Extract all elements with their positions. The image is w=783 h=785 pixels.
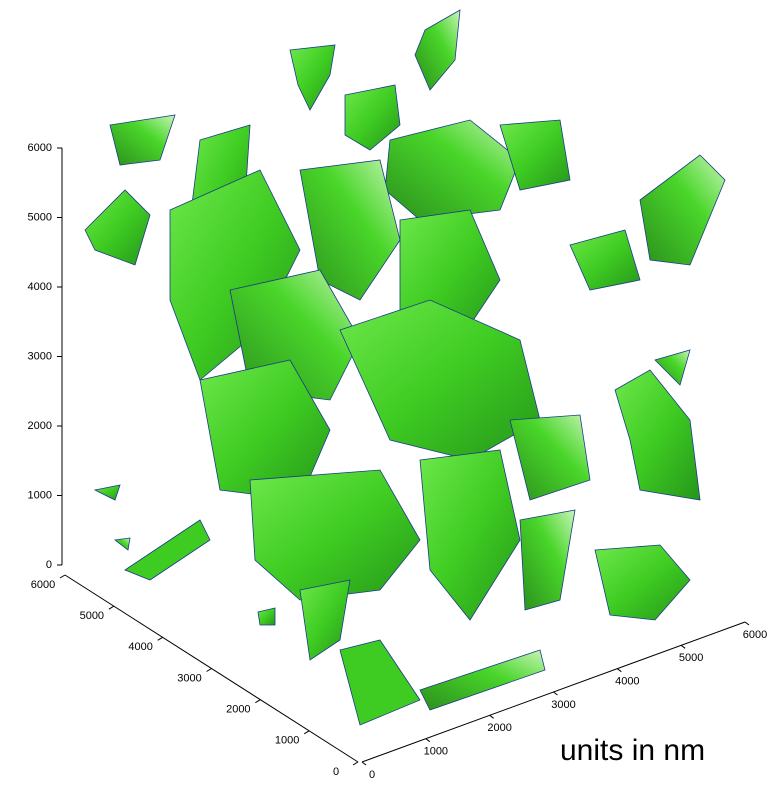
z-tick-label: 6000 [28,142,52,154]
x-tick-label: 6000 [743,629,767,641]
x-tick-label: 4000 [615,676,639,688]
y-tick-label: 1000 [275,735,299,747]
x-tick-label: 1000 [424,746,448,758]
z-tick-label: 2000 [28,420,52,432]
x-tick [362,762,366,765]
z-tick-label: 0 [46,559,52,571]
x-tick-label: 5000 [679,652,703,664]
x-tick-label: 0 [369,769,375,781]
y-tick [353,762,358,765]
annotation: units in nm [560,734,705,767]
x-tick-label: 2000 [487,722,511,734]
isosurface [85,10,725,725]
y-tick [109,606,114,609]
z-tick-label: 3000 [28,350,52,362]
y-tick-label: 3000 [177,672,201,684]
x-tick [681,645,685,648]
y-tick-label: 4000 [128,641,152,653]
x-tick [490,715,494,718]
y-tick-label: 6000 [31,579,55,591]
y-tick [207,669,212,672]
x-tick [617,669,621,672]
x-tick [426,739,430,742]
z-tick-label: 4000 [28,281,52,293]
y-tick [60,575,65,578]
page: units in nm 0 1000 2000 3000 4000 5000 6000 0 10… [0,0,783,785]
y-tick-label: 5000 [80,610,104,622]
chart: units in nm 0 1000 2000 3000 4000 5000 6000 0 10… [0,0,783,785]
y-tick [255,700,260,703]
z-tick-label: 5000 [28,211,52,223]
x-tick [554,692,558,695]
y-tick [304,731,309,734]
x-tick-label: 3000 [551,699,575,711]
y-tick [158,637,163,640]
z-tick-label: 1000 [28,489,52,501]
y-tick-label: 2000 [226,704,250,716]
y-tick-label: 0 [333,766,339,778]
x-tick [745,622,749,625]
